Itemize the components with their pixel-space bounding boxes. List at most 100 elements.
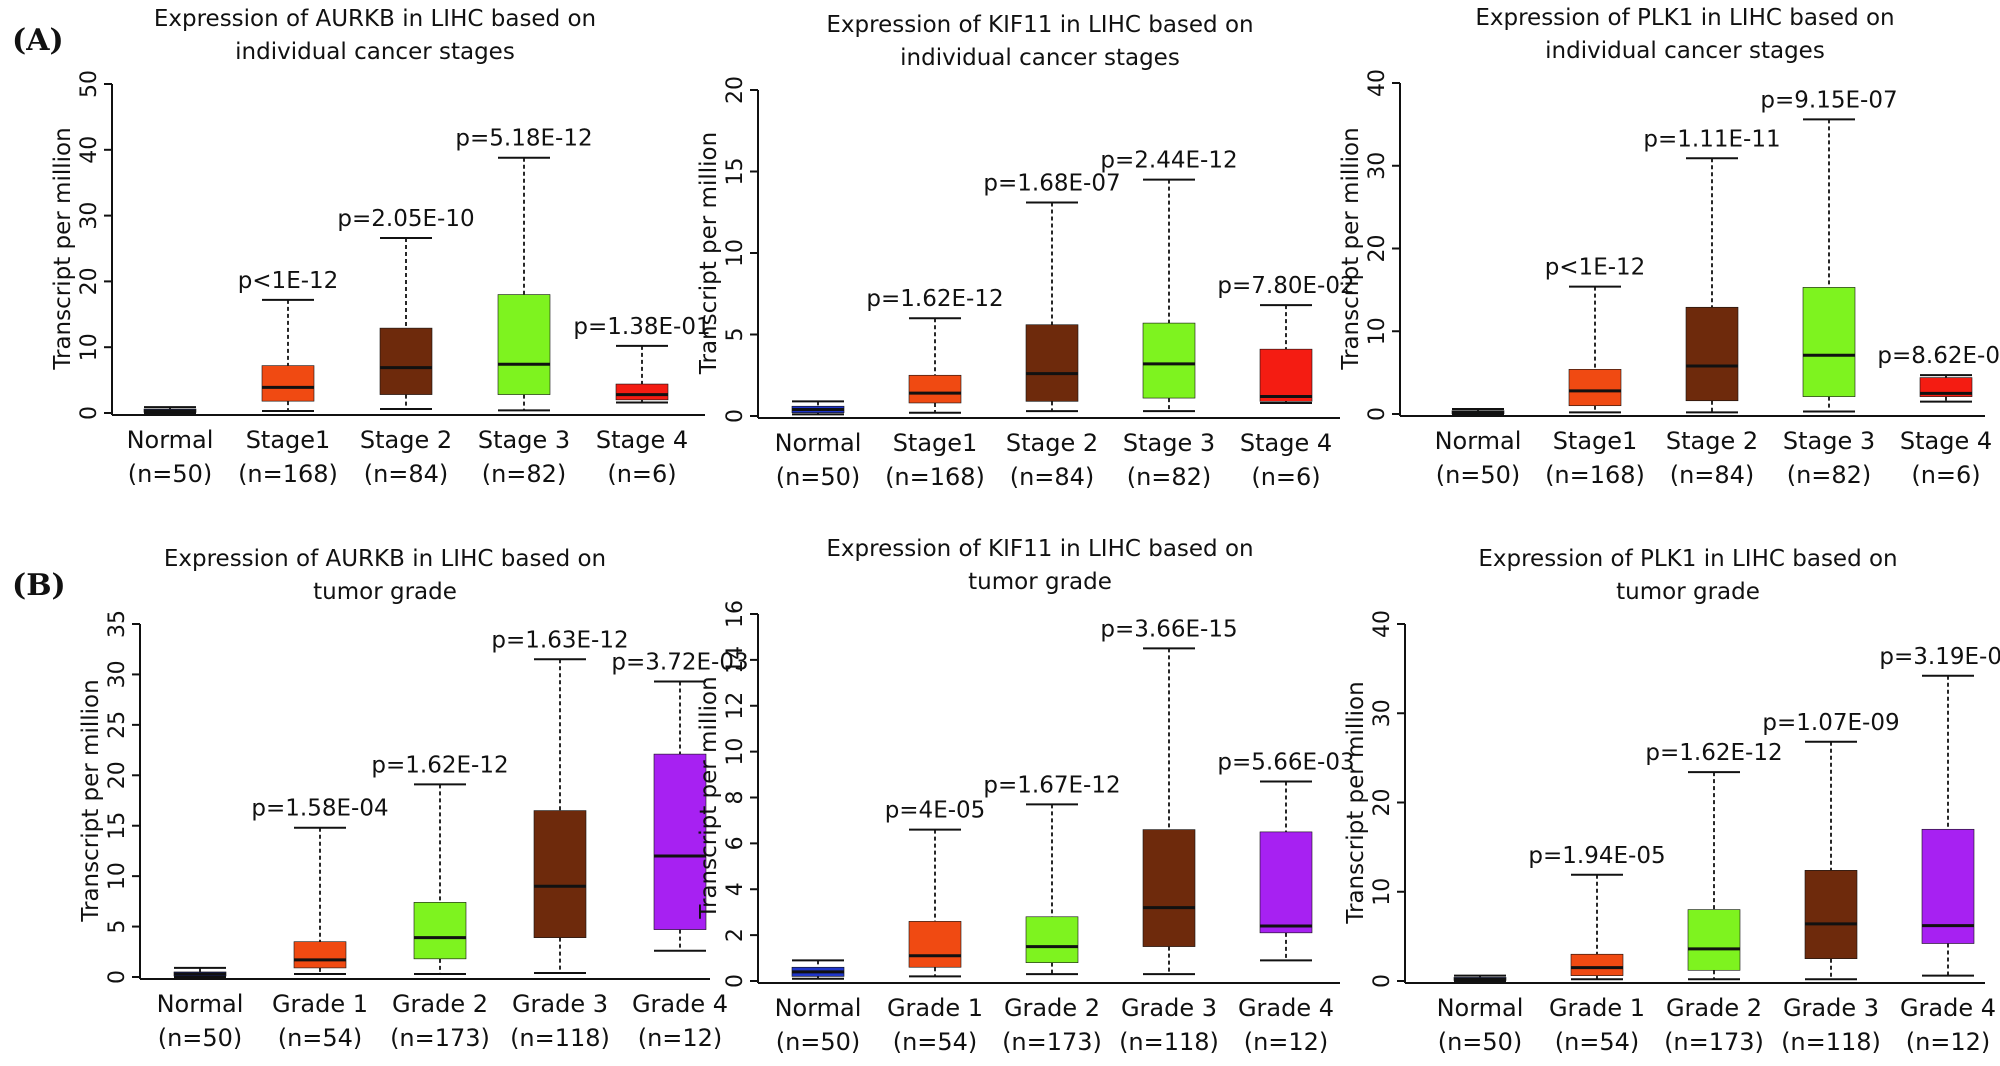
p-value-label: p<1E-12: [238, 268, 339, 294]
iqr-box: [1142, 322, 1196, 399]
iqr-box: [615, 383, 669, 401]
x-tick-sample-size: (n=50): [776, 1028, 861, 1056]
p-value-label: p=4E-05: [885, 798, 986, 824]
iqr-box: [533, 810, 587, 938]
iqr-box: [413, 902, 467, 960]
box-grade-3: p=1.63E-12 Grade 3 (n=118): [491, 627, 628, 1052]
y-tick-label: 10: [77, 333, 102, 361]
x-tick-label: Grade 3: [512, 990, 608, 1018]
x-tick-label: Grade 1: [887, 994, 983, 1022]
box-stage1: p=1.62E-12 Stage1 (n=168): [866, 286, 1003, 491]
x-tick-sample-size: (n=118): [510, 1024, 610, 1052]
chart-title-line: individual cancer stages: [235, 39, 515, 65]
box-stage-3: p=2.44E-12 Stage 3 (n=82): [1100, 148, 1237, 491]
iqr-box: [1570, 953, 1624, 976]
iqr-box: [1025, 916, 1079, 963]
x-tick-sample-size: (n=54): [893, 1028, 978, 1056]
y-tick-label: 14: [723, 646, 748, 674]
x-tick-sample-size: (n=84): [364, 460, 449, 488]
p-value-label: p=1.62E-12: [866, 286, 1003, 312]
p-value-label: p=1.62E-12: [371, 752, 508, 778]
y-tick-label: 5: [723, 328, 748, 342]
box-stage-4: p=7.80E-02 Stage 4 (n=6): [1217, 273, 1354, 491]
x-tick-sample-size: (n=50): [1438, 1028, 1523, 1056]
p-value-label: p=1.94E-05: [1528, 843, 1665, 869]
x-tick-label: Normal: [1437, 994, 1524, 1022]
x-tick-label: Stage1: [246, 426, 331, 454]
y-tick-label: 40: [77, 136, 102, 164]
x-tick-label: Normal: [127, 426, 214, 454]
p-value-label: p=2.44E-12: [1100, 148, 1237, 174]
panel-label-a: (A): [12, 23, 64, 58]
y-tick-label: 20: [1365, 235, 1390, 263]
y-tick-label: 10: [1370, 878, 1395, 906]
chart-title-line: Expression of PLK1 in LIHC based on: [1475, 5, 1894, 31]
panel-label-b: (B): [12, 568, 66, 603]
box-normal: Normal (n=50): [775, 959, 861, 1056]
y-tick-label: 0: [105, 970, 130, 984]
x-tick-sample-size: (n=168): [1545, 461, 1645, 489]
x-tick-label: Grade 4: [632, 990, 728, 1018]
x-tick-sample-size: (n=50): [776, 463, 861, 491]
box-grade-2: p=1.67E-12 Grade 2 (n=173): [983, 772, 1120, 1056]
x-tick-label: Stage 2: [1666, 427, 1758, 455]
x-tick-sample-size: (n=118): [1781, 1028, 1881, 1056]
y-tick-label: 20: [77, 267, 102, 295]
y-axis-label: Transcript per million: [1338, 127, 1364, 370]
chart-title-line: Expression of KIF11 in LIHC based on: [826, 12, 1253, 38]
x-tick-label: Stage 3: [1783, 427, 1875, 455]
x-tick-sample-size: (n=54): [1555, 1028, 1640, 1056]
chart-title-line: Expression of AURKB in LIHC based on: [154, 6, 596, 32]
y-tick-label: 30: [1365, 152, 1390, 180]
chart-title-line: tumor grade: [313, 579, 457, 605]
p-value-label: p=1.63E-12: [491, 627, 628, 653]
x-tick-sample-size: (n=82): [1127, 463, 1212, 491]
x-tick-sample-size: (n=12): [1906, 1028, 1991, 1056]
iqr-box: [653, 753, 707, 930]
iqr-box: [261, 365, 315, 402]
p-value-label: p=3.72E-03: [611, 649, 748, 675]
box-grade-1: p=1.94E-05 Grade 1 (n=54): [1528, 843, 1665, 1056]
x-tick-sample-size: (n=82): [1787, 461, 1872, 489]
chart-title-line: tumor grade: [968, 569, 1112, 595]
x-tick-label: Grade 1: [1549, 994, 1645, 1022]
box-grade-3: p=3.66E-15 Grade 3 (n=118): [1100, 616, 1237, 1056]
chart-title-line: tumor grade: [1616, 579, 1760, 605]
iqr-box: [1025, 324, 1079, 402]
y-tick-label: 40: [1370, 610, 1395, 638]
chart-title-line: individual cancer stages: [900, 45, 1180, 71]
box-grade-4: p=3.72E-03 Grade 4 (n=12): [611, 649, 748, 1052]
iqr-box: [1142, 829, 1196, 947]
y-tick-label: 30: [77, 202, 102, 230]
x-tick-sample-size: (n=118): [1119, 1028, 1219, 1056]
x-tick-label: Grade 2: [1666, 994, 1762, 1022]
x-tick-label: Stage 4: [1900, 427, 1992, 455]
y-tick-label: 8: [723, 791, 748, 805]
iqr-box: [1802, 287, 1856, 397]
y-tick-label: 50: [77, 70, 102, 98]
iqr-box: [293, 941, 347, 969]
x-tick-sample-size: (n=12): [638, 1024, 723, 1052]
iqr-box: [1568, 369, 1622, 407]
y-tick-label: 15: [105, 812, 130, 840]
chart-1: Expression of AURKB in LIHC based on indi…: [50, 6, 711, 488]
y-tick-label: 25: [105, 711, 130, 739]
y-tick-label: 20: [723, 76, 748, 104]
x-tick-label: Grade 4: [1238, 994, 1334, 1022]
x-tick-label: Normal: [1435, 427, 1522, 455]
box-normal: Normal (n=50): [1437, 974, 1524, 1056]
x-tick-label: Grade 1: [272, 990, 368, 1018]
iqr-box: [1687, 909, 1741, 971]
box-grade-2: p=1.62E-12 Grade 2 (n=173): [371, 752, 508, 1052]
y-tick-label: 6: [723, 836, 748, 850]
y-tick-label: 0: [723, 409, 748, 423]
x-tick-label: Normal: [157, 990, 244, 1018]
box-grade-4: p=3.19E-04 Grade 4 (n=12): [1879, 644, 2000, 1056]
iqr-box: [908, 374, 962, 404]
x-tick-sample-size: (n=173): [1002, 1028, 1102, 1056]
iqr-box: [1804, 870, 1858, 959]
p-value-label: p=1.68E-07: [983, 170, 1120, 196]
x-tick-sample-size: (n=168): [885, 463, 985, 491]
x-tick-sample-size: (n=84): [1010, 463, 1095, 491]
